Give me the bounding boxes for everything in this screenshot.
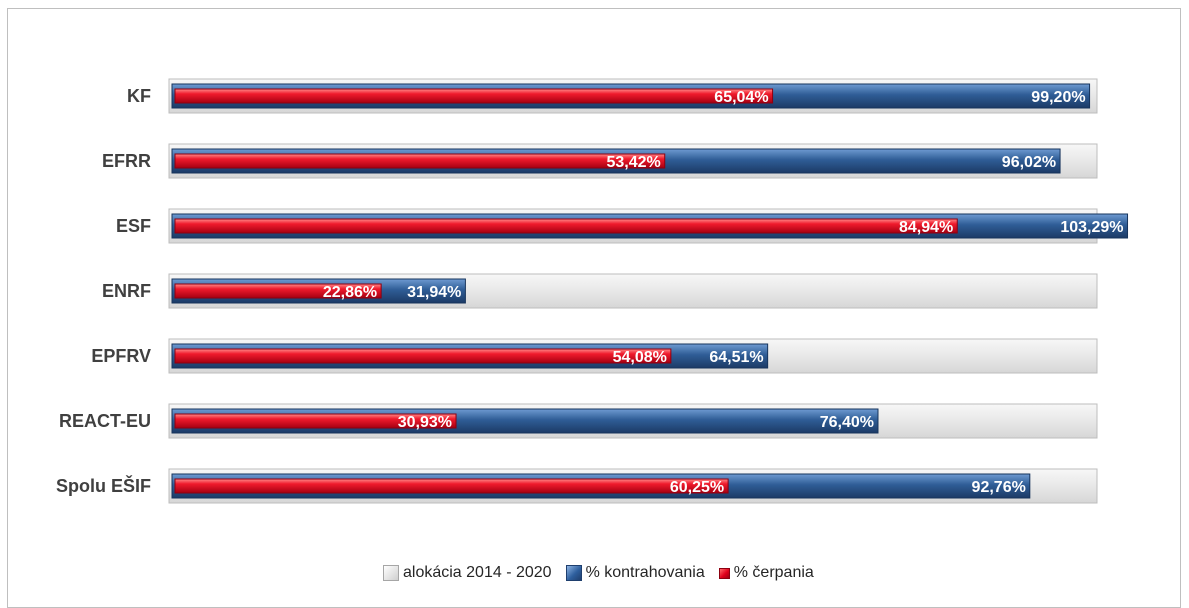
category-label-efrr: EFRR bbox=[102, 151, 151, 171]
data-label-cerpania-spolu-e-if: 60,25% bbox=[670, 479, 724, 496]
data-label-kontrahovania-efrr: 96,02% bbox=[1002, 154, 1056, 171]
data-label-cerpania-kf: 65,04% bbox=[714, 89, 768, 106]
data-label-kontrahovania-esf: 103,29% bbox=[1060, 219, 1123, 236]
category-label-esf: ESF bbox=[116, 216, 151, 236]
category-label-enrf: ENRF bbox=[102, 281, 151, 301]
legend-item-cerpania: % čerpania bbox=[718, 564, 814, 582]
data-label-cerpania-enrf: 22,86% bbox=[323, 284, 377, 301]
legend: alokácia 2014 - 2020 % kontrahovania % č… bbox=[383, 564, 814, 582]
data-label-cerpania-efrr: 53,42% bbox=[606, 154, 660, 171]
data-label-cerpania-epfrv: 54,08% bbox=[613, 349, 667, 366]
legend-label-alokacia: alokácia 2014 - 2020 bbox=[403, 564, 552, 581]
bar-cerpania-kf bbox=[174, 88, 774, 104]
data-label-cerpania-react-eu: 30,93% bbox=[398, 414, 452, 431]
data-label-kontrahovania-react-eu: 76,40% bbox=[820, 414, 874, 431]
bar-cerpania-enrf bbox=[174, 283, 382, 299]
bar-cerpania-react-eu bbox=[174, 413, 457, 429]
category-label-epfrv: EPFRV bbox=[91, 346, 151, 366]
bar-cerpania-efrr bbox=[174, 153, 666, 169]
bar-cerpania-epfrv bbox=[174, 348, 672, 364]
legend-label-cerpania: % čerpania bbox=[733, 564, 814, 581]
data-label-kontrahovania-enrf: 31,94% bbox=[407, 284, 461, 301]
category-label-react-eu: REACT-EU bbox=[59, 411, 151, 431]
legend-swatch-kontrahovania bbox=[565, 565, 582, 581]
legend-item-kontrahovania: % kontrahovania bbox=[565, 564, 705, 582]
bar-cerpania-esf bbox=[174, 218, 958, 234]
legend-swatch-cerpania bbox=[718, 567, 730, 579]
category-label-kf: KF bbox=[127, 86, 151, 106]
legend-swatch-alokacia bbox=[383, 565, 399, 581]
data-label-kontrahovania-spolu-e-if: 92,76% bbox=[972, 479, 1026, 496]
data-label-kontrahovania-kf: 99,20% bbox=[1031, 89, 1085, 106]
bar-chart: KF 99,20% 65,04% EFRR 96,02% 53,42% ESF 103,29%… bbox=[56, 78, 1129, 504]
data-label-cerpania-esf: 84,94% bbox=[899, 219, 953, 236]
legend-item-alokacia: alokácia 2014 - 2020 bbox=[383, 564, 552, 582]
bar-cerpania-spolu-e-if bbox=[174, 478, 729, 494]
data-label-kontrahovania-epfrv: 64,51% bbox=[709, 349, 763, 366]
category-label-spolu-e-if: Spolu EŠIF bbox=[56, 475, 151, 496]
legend-label-kontrahovania: % kontrahovania bbox=[585, 564, 705, 581]
